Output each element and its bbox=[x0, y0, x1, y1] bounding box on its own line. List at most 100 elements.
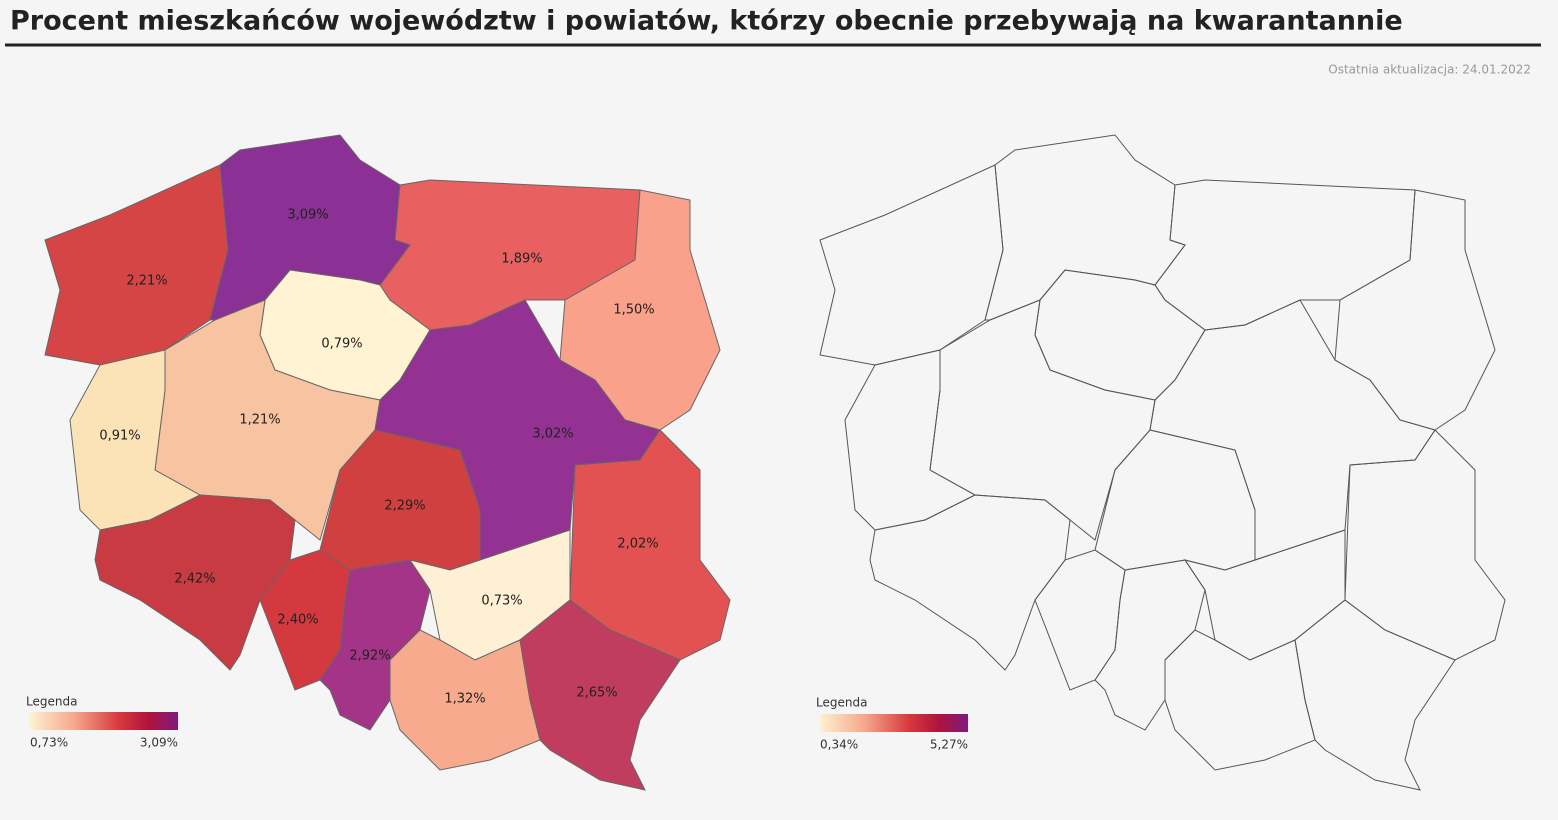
county bbox=[819, 447, 851, 481]
county bbox=[1397, 666, 1430, 689]
county bbox=[1278, 808, 1308, 816]
county bbox=[1514, 757, 1551, 786]
county bbox=[826, 520, 854, 553]
county bbox=[896, 549, 917, 576]
legend-title: Legenda bbox=[26, 695, 77, 709]
county bbox=[940, 181, 963, 216]
county bbox=[1444, 472, 1473, 502]
county bbox=[1303, 109, 1331, 141]
county bbox=[1327, 253, 1349, 282]
county bbox=[1322, 424, 1355, 454]
county bbox=[853, 229, 872, 266]
county bbox=[917, 591, 941, 624]
county bbox=[869, 133, 898, 162]
county bbox=[1160, 660, 1188, 692]
county bbox=[1476, 546, 1494, 575]
county bbox=[794, 401, 831, 427]
county bbox=[1256, 109, 1286, 136]
county bbox=[848, 304, 873, 329]
county bbox=[1466, 212, 1495, 234]
county bbox=[938, 162, 971, 184]
county bbox=[1490, 139, 1517, 167]
county bbox=[1275, 206, 1306, 240]
county bbox=[964, 564, 993, 600]
county bbox=[1161, 758, 1183, 785]
county bbox=[1255, 566, 1286, 600]
voivodeship-border bbox=[1149, 299, 1436, 561]
county bbox=[1417, 235, 1450, 266]
county bbox=[1260, 422, 1276, 455]
county bbox=[1277, 545, 1310, 569]
county bbox=[1086, 277, 1117, 302]
county bbox=[972, 745, 999, 762]
county bbox=[988, 613, 1019, 648]
county bbox=[994, 470, 1020, 504]
county bbox=[1515, 212, 1549, 237]
county bbox=[799, 375, 831, 409]
county bbox=[1397, 235, 1430, 266]
county bbox=[800, 139, 824, 164]
county bbox=[1139, 521, 1166, 552]
county bbox=[1086, 697, 1112, 716]
county bbox=[1252, 495, 1284, 528]
county bbox=[1116, 253, 1135, 281]
county bbox=[1301, 808, 1324, 816]
county bbox=[821, 498, 854, 529]
county bbox=[971, 429, 998, 450]
county bbox=[940, 213, 966, 241]
county bbox=[962, 162, 997, 186]
county bbox=[1427, 449, 1452, 480]
county bbox=[1107, 426, 1138, 450]
county bbox=[1250, 285, 1286, 309]
county bbox=[938, 429, 973, 448]
region-value-label: 0,91% bbox=[99, 429, 140, 444]
county bbox=[1037, 736, 1058, 768]
county bbox=[1010, 569, 1038, 601]
county bbox=[1209, 493, 1239, 523]
county bbox=[1154, 474, 1188, 502]
county bbox=[1350, 492, 1378, 525]
county bbox=[1467, 740, 1502, 761]
legend-gradient bbox=[30, 712, 178, 730]
county bbox=[1034, 190, 1060, 213]
county bbox=[1350, 277, 1382, 313]
county bbox=[937, 113, 970, 146]
legend-max: 3,09% bbox=[140, 736, 178, 750]
county bbox=[1417, 588, 1452, 619]
county bbox=[1155, 688, 1189, 719]
county bbox=[1442, 696, 1470, 720]
county bbox=[1011, 182, 1035, 212]
county bbox=[1448, 576, 1476, 594]
county bbox=[1254, 355, 1278, 382]
county bbox=[847, 590, 875, 624]
county bbox=[1063, 805, 1091, 816]
county bbox=[939, 282, 966, 304]
county bbox=[1394, 427, 1430, 449]
county bbox=[1227, 613, 1259, 642]
county bbox=[1513, 140, 1540, 166]
county bbox=[1256, 520, 1282, 544]
county bbox=[1323, 547, 1357, 574]
county bbox=[819, 283, 852, 314]
county bbox=[1202, 613, 1233, 638]
county bbox=[794, 314, 820, 336]
county bbox=[1444, 184, 1473, 215]
county bbox=[1328, 138, 1356, 162]
county bbox=[866, 254, 902, 287]
county bbox=[920, 232, 945, 263]
county bbox=[1060, 164, 1086, 190]
county bbox=[794, 279, 826, 314]
county bbox=[1350, 349, 1379, 377]
county bbox=[917, 639, 943, 661]
county bbox=[1349, 253, 1380, 282]
county bbox=[1181, 183, 1205, 213]
county bbox=[1498, 445, 1525, 474]
voivodeship-border bbox=[1164, 629, 1316, 771]
county bbox=[1226, 374, 1258, 404]
county bbox=[1086, 183, 1117, 218]
county bbox=[1069, 300, 1094, 333]
county bbox=[1131, 110, 1163, 137]
voivodeship-border bbox=[844, 349, 977, 531]
county bbox=[1305, 424, 1328, 456]
county bbox=[1417, 615, 1449, 648]
